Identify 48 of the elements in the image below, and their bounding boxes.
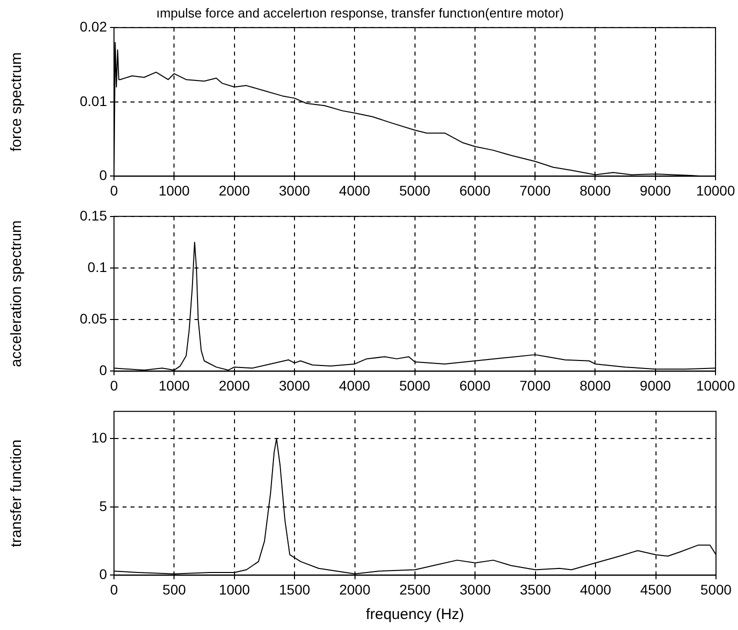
x-tick-label: 4000 — [339, 377, 370, 394]
x-tick-label: 6000 — [459, 182, 491, 198]
x-tick-label: 0 — [110, 182, 118, 198]
x-tick-label: 4000 — [339, 182, 370, 198]
y-tick-label: 0.01 — [80, 92, 108, 109]
x-tick-label: 2000 — [218, 377, 250, 394]
y-tick-label: 0.02 — [80, 18, 108, 34]
y-tick-label: 0.05 — [80, 310, 108, 326]
x-tick-label: 3500 — [520, 581, 552, 598]
x-tick-label: 500 — [162, 581, 186, 598]
y-tick-label: 0.1 — [88, 258, 108, 275]
y-axis-title: acceleration spectrum — [8, 220, 26, 368]
y-tick-label: 0 — [99, 167, 108, 184]
x-tick-label: 0 — [110, 581, 118, 598]
x-tick-label: 2500 — [399, 581, 431, 598]
x-tick-label: 8000 — [580, 182, 612, 198]
y-tick-label: 0 — [99, 566, 108, 582]
x-tick-label: 4000 — [580, 581, 612, 598]
x-tick-label: 1000 — [158, 182, 190, 198]
x-tick-label: 7000 — [519, 377, 551, 394]
x-tick-label: 7000 — [519, 182, 551, 198]
y-tick-label: 0.15 — [80, 207, 108, 224]
x-tick-label: 3000 — [278, 182, 310, 198]
x-tick-label: 8000 — [580, 377, 612, 394]
x-tick-label: 2000 — [339, 581, 371, 598]
x-tick-label: 10000 — [696, 182, 736, 198]
x-tick-label: 9000 — [640, 377, 672, 394]
x-tick-label: 0 — [110, 377, 118, 394]
x-tick-label: 5000 — [399, 377, 431, 394]
x-tick-label: 3000 — [460, 581, 491, 598]
x-tick-label: 3000 — [278, 377, 310, 394]
x-tick-label: 1000 — [218, 581, 250, 598]
chart-title: ımpulse force and accelertıon response, transfer functıon(entıre motor) — [156, 5, 564, 20]
x-tick-label: 9000 — [640, 182, 672, 198]
x-tick-label: 6000 — [459, 377, 491, 394]
y-tick-label: 0 — [99, 362, 108, 378]
x-tick-label: 1000 — [158, 377, 190, 394]
x-tick-label: 2000 — [218, 182, 250, 198]
x-axis-title: frequency (Hz) — [366, 606, 464, 624]
x-tick-label: 1500 — [279, 581, 310, 598]
x-tick-label: 5000 — [399, 182, 431, 198]
x-tick-label: 10000 — [696, 377, 736, 394]
y-axis-title: force spectrum — [8, 52, 26, 152]
y-tick-label: 10 — [91, 430, 108, 446]
y-axis-title: transfer function — [8, 440, 26, 548]
y-tick-label: 5 — [99, 498, 108, 514]
x-tick-label: 5000 — [700, 581, 732, 598]
x-tick-label: 4500 — [640, 581, 672, 598]
